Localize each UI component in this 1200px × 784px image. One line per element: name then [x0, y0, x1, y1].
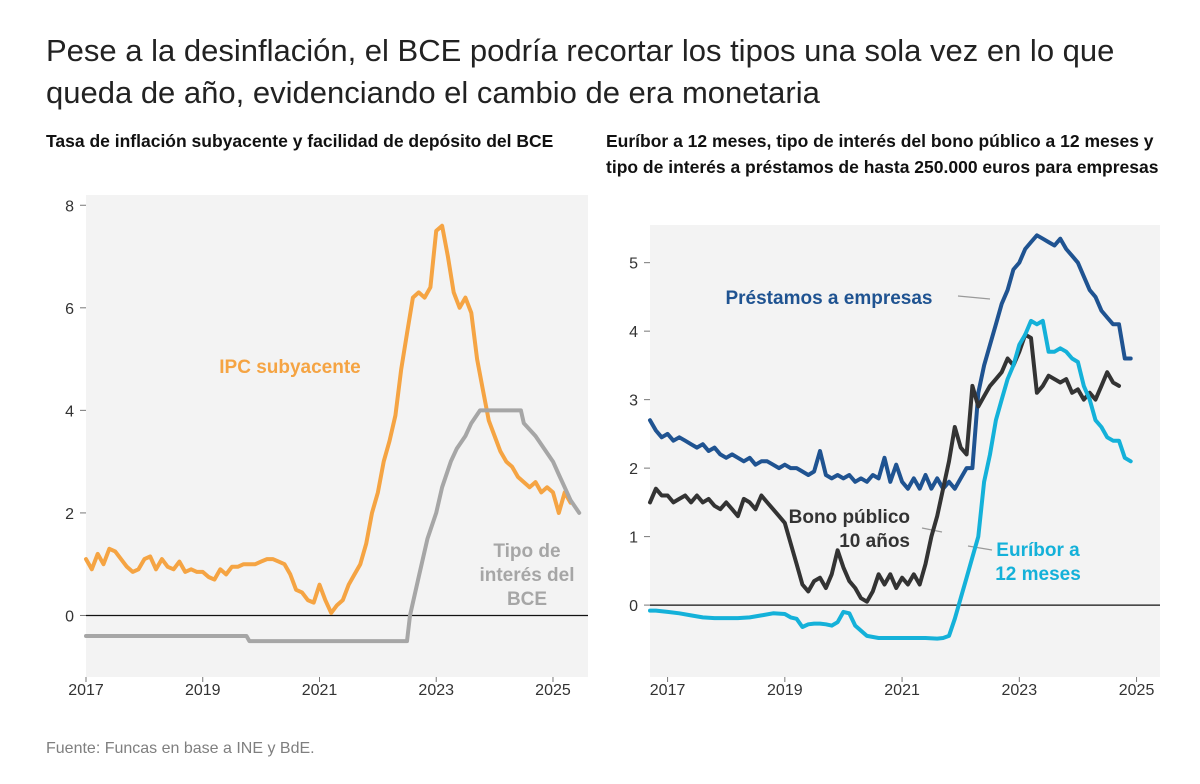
- series-label: Euríbor a 12 meses: [995, 540, 1081, 585]
- x-tick-label: 2023: [418, 682, 454, 699]
- label-leader-line: [957, 295, 991, 300]
- series-line: [84, 408, 582, 644]
- y-tick-label: 5: [629, 256, 638, 273]
- y-tick-label: 4: [65, 403, 74, 420]
- source-note: Fuente: Funcas en base a INE y BdE.: [46, 740, 315, 757]
- y-tick-label: 2: [65, 506, 74, 523]
- y-tick-label: 4: [629, 324, 638, 341]
- left-chart-subtitle: Tasa de inflación subyacente y facilidad…: [46, 131, 554, 151]
- series-line: [84, 223, 573, 615]
- y-tick-label: 8: [65, 198, 74, 215]
- x-tick-label: 2017: [650, 682, 686, 699]
- x-tick-label: 2023: [1002, 682, 1038, 699]
- x-tick-label: 2021: [302, 682, 338, 699]
- y-tick-label: 0: [629, 598, 638, 615]
- y-tick-label: 2: [629, 461, 638, 478]
- x-tick-label: 2021: [884, 682, 920, 699]
- x-tick-label: 2017: [68, 682, 104, 699]
- series-label: IPC subyacente: [219, 357, 361, 378]
- series-label: Tipo de interés del BCE: [479, 541, 574, 610]
- x-tick-label: 2025: [535, 682, 571, 699]
- y-tick-label: 6: [65, 301, 74, 318]
- plot-area: [650, 225, 1160, 677]
- series-label: Préstamos a empresas: [725, 288, 932, 309]
- series-line: [648, 233, 1133, 491]
- x-tick-label: 2019: [767, 682, 803, 699]
- y-tick-label: 0: [65, 608, 74, 625]
- series-label: Bono público 10 años: [789, 507, 910, 552]
- x-tick-label: 2019: [185, 682, 221, 699]
- right-chart-subtitle: Euríbor a 12 meses, tipo de interés del …: [606, 131, 1159, 177]
- series-line: [648, 318, 1133, 641]
- label-leader-line: [967, 545, 993, 551]
- plot-area: [86, 195, 588, 677]
- x-tick-label: 2025: [1119, 682, 1155, 699]
- y-tick-label: 1: [629, 530, 638, 547]
- series-line: [648, 332, 1121, 604]
- left-chart: 0 2 4 6 8 2017 2019 2021 2023 2025 IPC subyacente T…: [65, 195, 588, 699]
- chart-title: Pese a la desinflación, el BCE podría re…: [46, 33, 1115, 110]
- y-tick-label: 3: [629, 393, 638, 410]
